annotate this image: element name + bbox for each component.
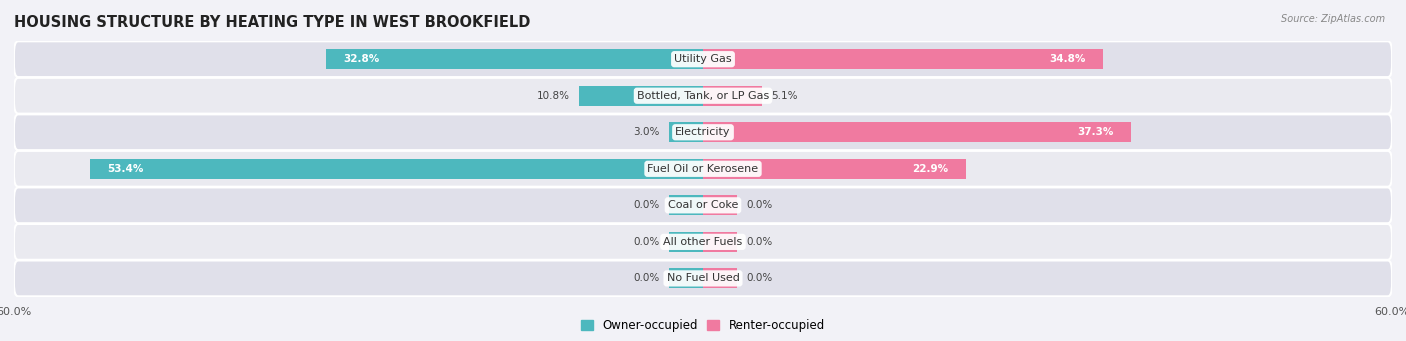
Text: Coal or Coke: Coal or Coke (668, 200, 738, 210)
FancyBboxPatch shape (14, 188, 1392, 223)
FancyBboxPatch shape (14, 224, 1392, 260)
Text: Bottled, Tank, or LP Gas: Bottled, Tank, or LP Gas (637, 91, 769, 101)
Text: 0.0%: 0.0% (633, 237, 659, 247)
Text: 10.8%: 10.8% (537, 91, 569, 101)
Bar (669, 268, 703, 288)
Text: 0.0%: 0.0% (747, 200, 773, 210)
Bar (326, 49, 703, 69)
Text: 5.1%: 5.1% (770, 91, 797, 101)
Bar (703, 232, 738, 252)
Text: 0.0%: 0.0% (633, 273, 659, 283)
Bar (703, 159, 966, 179)
Bar (669, 232, 703, 252)
Text: 34.8%: 34.8% (1049, 54, 1085, 64)
Text: 32.8%: 32.8% (343, 54, 380, 64)
FancyBboxPatch shape (14, 78, 1392, 114)
Text: 0.0%: 0.0% (747, 273, 773, 283)
Bar (703, 86, 762, 106)
FancyBboxPatch shape (14, 151, 1392, 187)
Bar (703, 268, 738, 288)
Text: 3.0%: 3.0% (633, 127, 659, 137)
Bar (703, 195, 738, 216)
Text: Electricity: Electricity (675, 127, 731, 137)
Bar (703, 122, 1132, 142)
Text: Utility Gas: Utility Gas (675, 54, 731, 64)
Text: 22.9%: 22.9% (912, 164, 949, 174)
Bar (579, 86, 703, 106)
Bar (669, 122, 703, 142)
Text: 0.0%: 0.0% (747, 237, 773, 247)
FancyBboxPatch shape (14, 114, 1392, 150)
Text: 37.3%: 37.3% (1077, 127, 1114, 137)
Text: 0.0%: 0.0% (633, 200, 659, 210)
Text: HOUSING STRUCTURE BY HEATING TYPE IN WEST BROOKFIELD: HOUSING STRUCTURE BY HEATING TYPE IN WES… (14, 15, 530, 30)
FancyBboxPatch shape (14, 261, 1392, 296)
Bar (703, 49, 1102, 69)
Text: Fuel Oil or Kerosene: Fuel Oil or Kerosene (647, 164, 759, 174)
Text: Source: ZipAtlas.com: Source: ZipAtlas.com (1281, 14, 1385, 24)
Bar (90, 159, 703, 179)
Text: All other Fuels: All other Fuels (664, 237, 742, 247)
FancyBboxPatch shape (14, 41, 1392, 77)
Text: 53.4%: 53.4% (107, 164, 143, 174)
Text: No Fuel Used: No Fuel Used (666, 273, 740, 283)
Bar (669, 195, 703, 216)
Legend: Owner-occupied, Renter-occupied: Owner-occupied, Renter-occupied (576, 314, 830, 337)
